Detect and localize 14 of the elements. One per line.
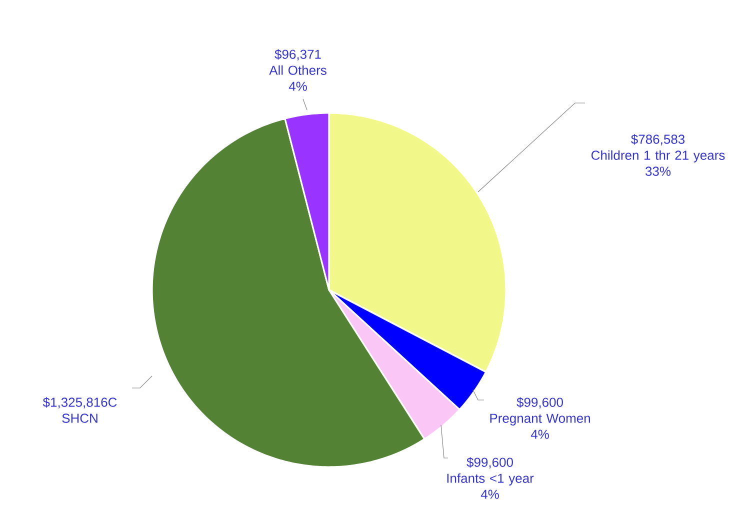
slice-label: Pregnant Women <box>490 414 590 426</box>
slice-label: SHCN <box>62 414 98 423</box>
text: 4% <box>480 490 499 499</box>
slice-label: Children 1 thr 21 years <box>591 150 725 162</box>
data-label: $786,583 <box>631 134 685 146</box>
data-label: $99,600 <box>466 457 513 468</box>
text: 4% <box>530 430 549 439</box>
slice-label: All Others <box>269 65 326 75</box>
text: 4% <box>288 82 307 91</box>
text: 33% <box>646 166 671 176</box>
data-label: $96,371 <box>274 49 321 60</box>
slice-label: Infants <1 year <box>447 473 534 486</box>
data-label: $1,325,816C <box>42 397 117 408</box>
data-label: $99,600 <box>516 397 563 408</box>
